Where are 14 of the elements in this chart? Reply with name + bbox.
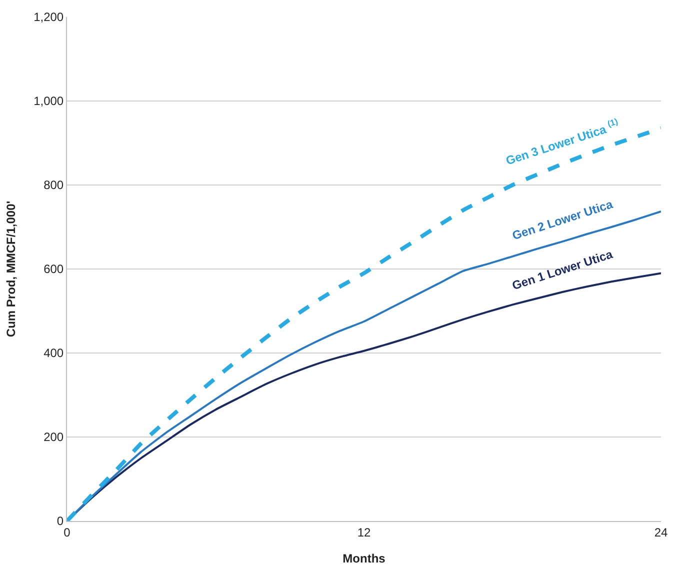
text: Gen 1 Lower Utica — [510, 246, 615, 293]
y-tick-label: 600 — [44, 262, 64, 276]
y-tick-label: 1,000 — [34, 94, 64, 108]
y-tick-label: 800 — [44, 178, 64, 192]
y-tick-label: 400 — [44, 346, 64, 360]
x-axis-title: Months — [342, 551, 386, 566]
y-tick-label: 1,200 — [34, 10, 64, 24]
y-tick-label: 0 — [56, 514, 64, 528]
x-tick-label: 12 — [357, 525, 371, 540]
y-axis-title: Cum Prod, MMCF/1,000' — [4, 200, 18, 338]
text: Gen 3 Lower Utica $^{(1)}$ — [503, 116, 622, 168]
y-tick-label: 200 — [44, 430, 64, 444]
x-tick-label: 24 — [654, 525, 668, 540]
text: Gen 2 Lower Utica — [510, 196, 615, 243]
